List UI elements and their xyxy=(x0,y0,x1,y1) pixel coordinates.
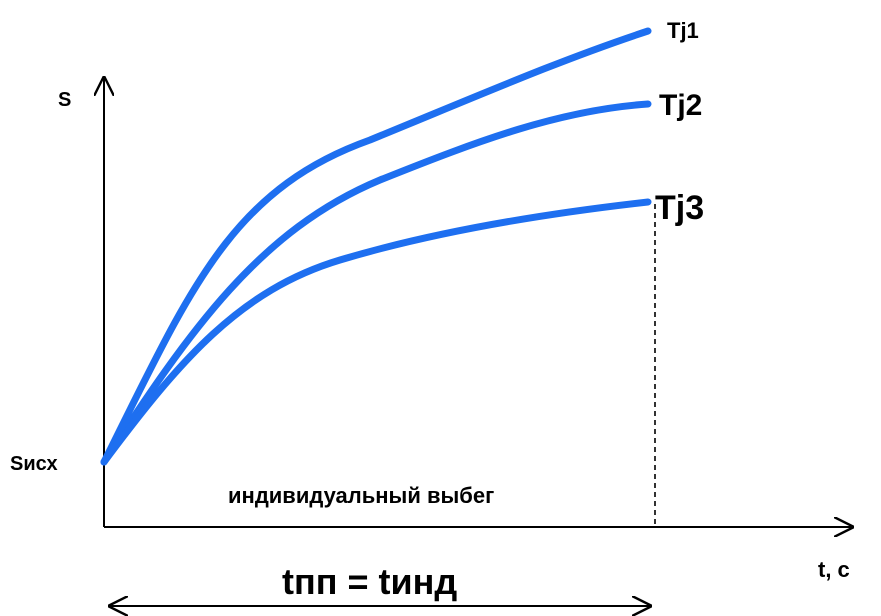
series-line-tj3 xyxy=(100,198,652,466)
series-line-tj1 xyxy=(100,27,652,466)
equation-label: tпп = tинд xyxy=(282,561,457,602)
series-label-tj3: Tj3 xyxy=(655,189,704,227)
series-label-tj2: Tj2 xyxy=(659,89,702,122)
series-label-tj1: Tj1 xyxy=(667,18,699,43)
series-line-tj2 xyxy=(100,100,652,466)
x-axis-label: t, c xyxy=(818,557,850,582)
region-label: индивидуальный выбег xyxy=(228,483,494,508)
y-axis-label: S xyxy=(58,89,71,111)
y-origin-label: Sисх xyxy=(10,453,58,475)
